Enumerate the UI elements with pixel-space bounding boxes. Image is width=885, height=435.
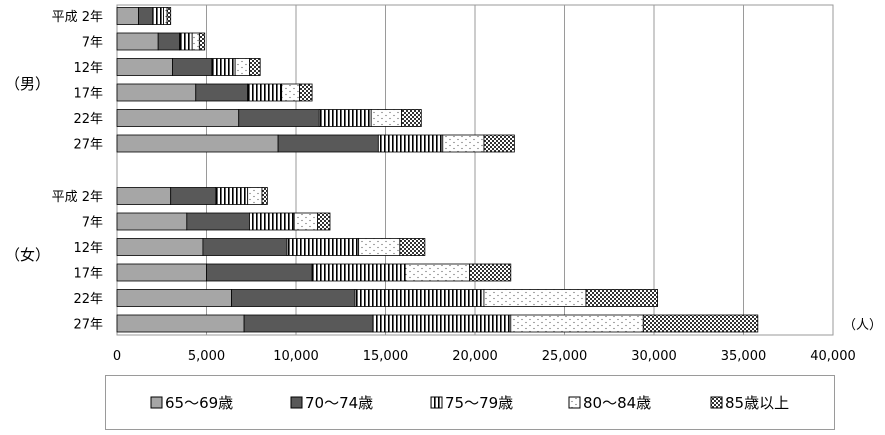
category-label: 平成 2年 <box>52 10 103 25</box>
bar-segment <box>116 32 159 51</box>
bar-segment <box>116 187 172 205</box>
bar-segment <box>186 212 250 231</box>
bar-segment <box>483 289 587 307</box>
bar-segment <box>231 289 356 307</box>
bar-segment <box>211 58 236 76</box>
legend-swatch <box>710 396 723 409</box>
legend-swatch <box>290 396 303 409</box>
legend-swatch <box>568 396 581 409</box>
legend-label: 70～74歳 <box>305 394 373 412</box>
bar-segment <box>138 7 154 25</box>
bar-segment <box>247 83 283 102</box>
bar-segment <box>116 238 204 256</box>
bar-segment <box>191 32 200 51</box>
bar-segment <box>157 32 181 51</box>
category-label: 27年 <box>73 138 103 153</box>
bar-segment <box>152 7 164 25</box>
x-tick-label: 30,000 <box>631 349 677 364</box>
bar-segment <box>116 83 197 102</box>
bar-segment <box>370 109 403 127</box>
bar-segment <box>317 212 331 231</box>
bar-segment <box>215 187 249 205</box>
category-label: 22年 <box>73 112 103 127</box>
legend-label: 65～69歳 <box>165 394 233 412</box>
category-label: 7年 <box>82 216 103 231</box>
category-label: 7年 <box>82 36 103 51</box>
bars <box>116 7 759 333</box>
bar-segment <box>642 314 759 333</box>
bar-segment <box>116 212 188 231</box>
bar-segment <box>277 134 379 153</box>
legend-label: 80～84歳 <box>583 394 651 412</box>
bar-segment <box>172 58 213 76</box>
legend-swatch <box>430 396 443 409</box>
bar-segment <box>206 263 313 282</box>
category-labels: （男） 平成 2年 7年 12年 17年 22年 27年 （女） 平成 2年 7年 12年 17年 22… <box>5 10 103 333</box>
bar-segment <box>358 238 401 256</box>
bar-segment <box>249 58 261 76</box>
group-label: （男） <box>5 75 50 93</box>
category-label: 12年 <box>73 61 103 76</box>
legend-swatch <box>150 396 163 409</box>
category-label: 平成 2年 <box>52 190 103 205</box>
x-tick-label: 25,000 <box>542 349 588 364</box>
bar-segment <box>354 289 485 307</box>
bar-segment <box>401 109 422 127</box>
legend-label: 85歳以上 <box>725 394 789 412</box>
bar-segment <box>311 263 406 282</box>
bar-segment <box>404 263 471 282</box>
bar-segment <box>234 58 250 76</box>
unit-label: （人） <box>843 318 882 333</box>
bar-segment <box>469 263 512 282</box>
bar-segment <box>510 314 644 333</box>
bar-segment <box>195 83 249 102</box>
bar-segment <box>202 238 288 256</box>
group-label: （女） <box>5 246 50 264</box>
bar-segment <box>198 32 206 51</box>
bar-segment <box>116 7 139 25</box>
bar-segment <box>286 238 360 256</box>
bar-segment <box>399 238 426 256</box>
bar-segment <box>179 32 193 51</box>
bar-segment <box>247 187 263 205</box>
bar-segment <box>243 314 374 333</box>
category-label: 22年 <box>73 292 103 307</box>
bar-segment <box>249 212 295 231</box>
bar-segment <box>299 83 313 102</box>
category-label: 12年 <box>73 241 103 256</box>
x-axis-ticks: 0 5,000 10,000 15,000 20,000 25,000 30,000 35,0… <box>113 318 882 364</box>
x-tick-label: 20,000 <box>452 349 498 364</box>
x-tick-label: 5,000 <box>188 349 225 364</box>
bar-segment <box>238 109 320 127</box>
bar-segment <box>442 134 485 153</box>
bar-segment <box>293 212 318 231</box>
bar-segment <box>318 109 372 127</box>
bar-segment <box>377 134 444 153</box>
x-tick-label: 15,000 <box>363 349 409 364</box>
bar-segment <box>261 187 268 205</box>
x-tick-label: 10,000 <box>273 349 319 364</box>
category-label: 17年 <box>73 87 103 102</box>
category-label: 17年 <box>73 267 103 282</box>
bar-segment <box>483 134 515 153</box>
legend-label: 75～79歳 <box>445 394 513 412</box>
bar-segment <box>163 7 168 25</box>
x-tick-label: 35,000 <box>721 349 767 364</box>
bar-segment <box>116 134 279 153</box>
bar-segment <box>170 187 216 205</box>
bar-segment <box>116 58 173 76</box>
x-tick-label: 0 <box>113 349 121 364</box>
bar-segment <box>372 314 512 333</box>
bar-segment <box>116 289 232 307</box>
bar-segment <box>585 289 658 307</box>
x-tick-label: 40,000 <box>810 349 856 364</box>
bar-segment <box>116 314 245 333</box>
bar-segment <box>116 263 207 282</box>
bar-segment <box>281 83 300 102</box>
legend: 65～69歳 70～74歳 75～79歳 80～84歳 85歳以上 <box>105 375 835 430</box>
category-label: 27年 <box>73 318 103 333</box>
bar-segment <box>166 7 172 25</box>
bar-segment <box>116 109 240 127</box>
